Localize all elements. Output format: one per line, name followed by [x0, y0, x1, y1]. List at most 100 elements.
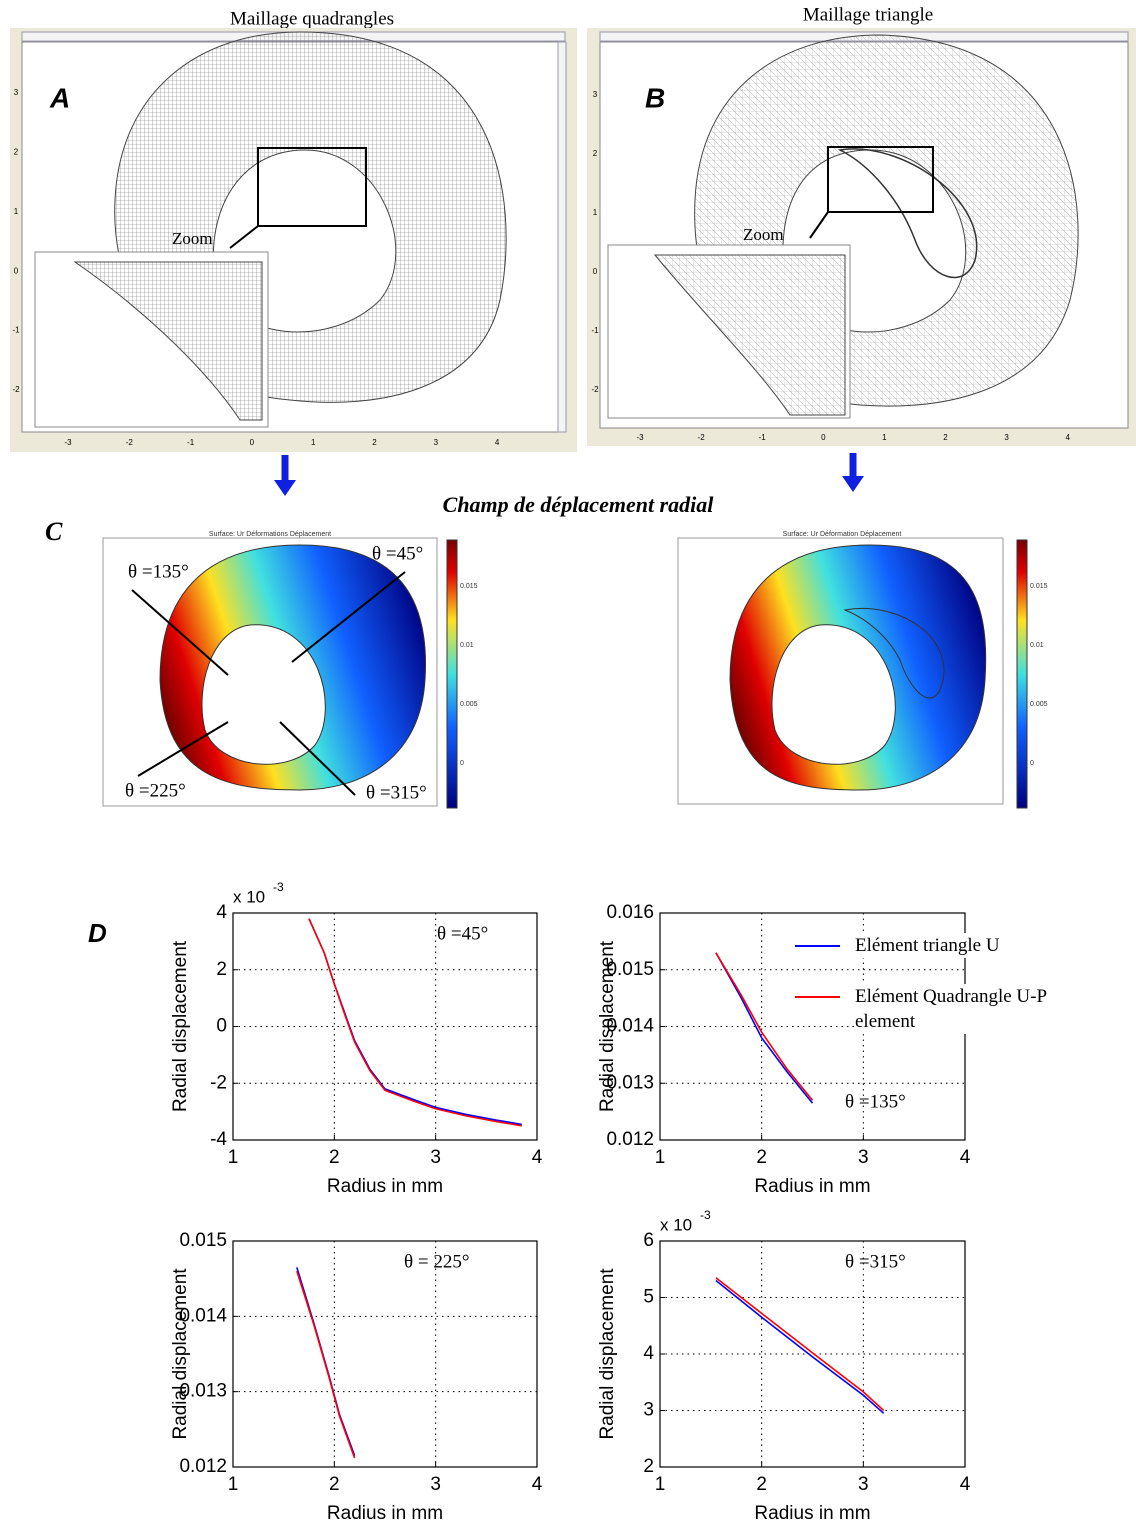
- scale-exponent: -3: [700, 1208, 711, 1222]
- x-tick-label: 1: [228, 1147, 239, 1168]
- series-line: [296, 1270, 356, 1459]
- x-tick-label: 1: [882, 433, 887, 442]
- y-tick-label: 4: [643, 1343, 654, 1364]
- angle-label: θ =225°: [125, 780, 186, 801]
- y-tick-label: 2: [643, 1456, 654, 1477]
- x-tick-label: 1: [655, 1474, 666, 1495]
- x-tick-label: 1: [311, 438, 316, 447]
- axes-box: [232, 1240, 538, 1468]
- angle-arrows: [131, 571, 406, 796]
- x-axis-label: Radius in mm: [327, 1503, 443, 1524]
- panel-label: A: [49, 82, 70, 113]
- colorbar-tick-label: 0.015: [460, 583, 478, 590]
- zoom-box: [827, 146, 934, 213]
- y-tick-label: 3: [643, 1400, 654, 1421]
- legend-entry: Elément triangle U: [855, 933, 1090, 958]
- x-tick-label: 0: [821, 433, 826, 442]
- flow-arrow-head: [274, 480, 296, 496]
- y-tick-label: 0.015: [179, 1230, 227, 1251]
- y-tick-label: 0.012: [606, 1129, 654, 1150]
- y-axis-label: Radial displacement: [170, 1268, 191, 1440]
- zoom-mesh: [73, 261, 263, 421]
- x-tick-label: -2: [698, 433, 706, 442]
- x-tick-label: 4: [1065, 433, 1070, 442]
- y-tick-label: 0.012: [179, 1456, 227, 1477]
- angle-label: θ =315°: [366, 782, 427, 803]
- x-tick-label: 2: [329, 1147, 340, 1168]
- x-tick-label: 2: [372, 438, 377, 447]
- x-tick-label: 4: [532, 1474, 543, 1495]
- y-tick-label: 1: [14, 207, 19, 216]
- y-tick-label: -4: [210, 1129, 227, 1150]
- y-tick-label: 0.014: [606, 1016, 654, 1037]
- y-axis-label: Radial displacement: [597, 940, 618, 1112]
- x-tick-label: 1: [228, 1474, 239, 1495]
- panel-title: Maillage triangle: [803, 4, 933, 25]
- x-tick-label: -3: [64, 438, 72, 447]
- y-tick-label: -2: [591, 385, 599, 394]
- colorbar-tick-label: 0.005: [460, 701, 478, 708]
- y-tick-label: 0.015: [606, 959, 654, 980]
- y-tick-label: 3: [593, 90, 598, 99]
- zoom-mesh: [653, 254, 846, 416]
- colorbar: [1016, 539, 1028, 809]
- x-axis-label: Radius in mm: [327, 1176, 443, 1197]
- x-tick-label: 3: [1004, 433, 1009, 442]
- annotation: θ =315°: [845, 1251, 906, 1272]
- displacement-field: [729, 544, 987, 791]
- zoom-label: Zoom: [172, 229, 213, 248]
- x-axis-label: Radius in mm: [754, 1503, 870, 1524]
- x-tick-label: -3: [636, 433, 644, 442]
- legend-label: Elément Quadrangle U-P element: [855, 984, 1090, 1034]
- panel-label: C: [45, 517, 63, 546]
- scrollbar: [557, 41, 567, 433]
- series-line: [715, 952, 814, 1104]
- zoom-arrow: [229, 225, 259, 249]
- x-tick-label: 4: [960, 1147, 971, 1168]
- zoom-arrow: [809, 211, 829, 239]
- y-tick-label: -1: [591, 326, 599, 335]
- y-tick-label: -2: [210, 1072, 227, 1093]
- angle-label: θ =45°: [372, 543, 423, 564]
- x-tick-label: 3: [858, 1474, 869, 1495]
- y-tick-label: 2: [593, 149, 598, 158]
- panel-title: Maillage quadrangles: [230, 8, 394, 29]
- y-tick-label: 0: [14, 266, 19, 275]
- plot-title: Surface: Ur Déformation Déplacement: [783, 531, 902, 538]
- region-outline: [843, 608, 945, 699]
- angle-label: θ =135°: [128, 561, 189, 582]
- y-tick-label: 2: [14, 148, 19, 157]
- panel-label: B: [645, 82, 665, 113]
- panel-label: D: [88, 918, 107, 948]
- x-tick-label: 3: [430, 1474, 441, 1495]
- scale-exponent: -3: [273, 880, 284, 894]
- x-tick-label: 2: [329, 1474, 340, 1495]
- series-line: [308, 918, 522, 1127]
- y-tick-label: 5: [643, 1287, 654, 1308]
- flow-arrow-head: [842, 476, 864, 492]
- zoom-box: [257, 147, 367, 227]
- y-tick-label: 6: [643, 1230, 654, 1251]
- y-tick-label: 0.013: [606, 1072, 654, 1093]
- scale-label: x 10: [660, 1215, 692, 1234]
- x-tick-label: -1: [187, 438, 195, 447]
- y-tick-label: 0.014: [179, 1305, 227, 1326]
- y-tick-label: 0.013: [179, 1381, 227, 1402]
- x-axis-label: Radius in mm: [754, 1176, 870, 1197]
- colorbar-tick-label: 0: [1030, 760, 1034, 767]
- x-tick-label: 4: [532, 1147, 543, 1168]
- y-tick-label: 2: [216, 959, 227, 980]
- colorbar-tick-label: 0.015: [1030, 583, 1048, 590]
- y-axis-label: Radial displacement: [597, 1268, 618, 1440]
- legend-label: Elément triangle U: [855, 933, 1090, 958]
- annotation: θ = 225°: [404, 1251, 469, 1272]
- colorbar-tick-label: 0.01: [1030, 642, 1044, 649]
- y-tick-label: 4: [216, 902, 227, 923]
- series-line: [308, 918, 522, 1126]
- x-tick-label: 4: [960, 1474, 971, 1495]
- annotation: θ =135°: [845, 1091, 906, 1112]
- displacement-field: [159, 544, 427, 791]
- y-tick-label: 0.016: [606, 902, 654, 923]
- x-tick-label: 3: [858, 1147, 869, 1168]
- colorbar-tick-label: 0.01: [460, 642, 474, 649]
